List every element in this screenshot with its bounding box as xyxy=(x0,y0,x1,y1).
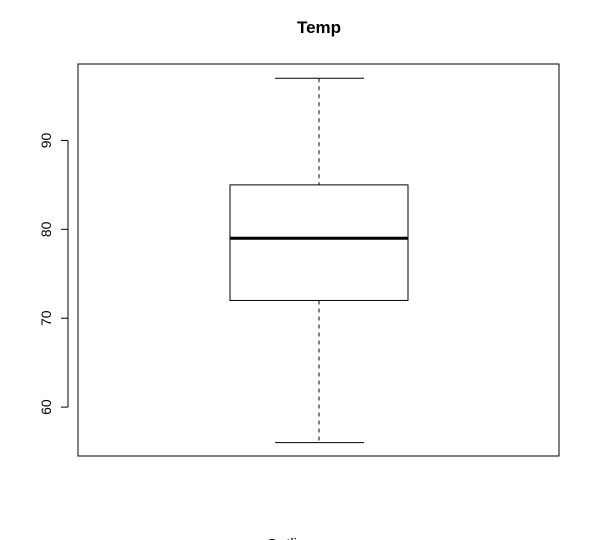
y-tick-label: 70 xyxy=(38,310,54,326)
y-tick-label: 80 xyxy=(38,221,54,237)
y-axis-ticks: 60 70 80 90 xyxy=(38,132,68,414)
y-tick-label: 90 xyxy=(38,132,54,148)
chart-title: Temp xyxy=(297,18,341,37)
box-series xyxy=(230,78,408,442)
y-tick-label: 60 xyxy=(38,399,54,415)
iqr-box xyxy=(230,185,408,301)
bottom-caption: Outliers xyxy=(266,536,318,540)
